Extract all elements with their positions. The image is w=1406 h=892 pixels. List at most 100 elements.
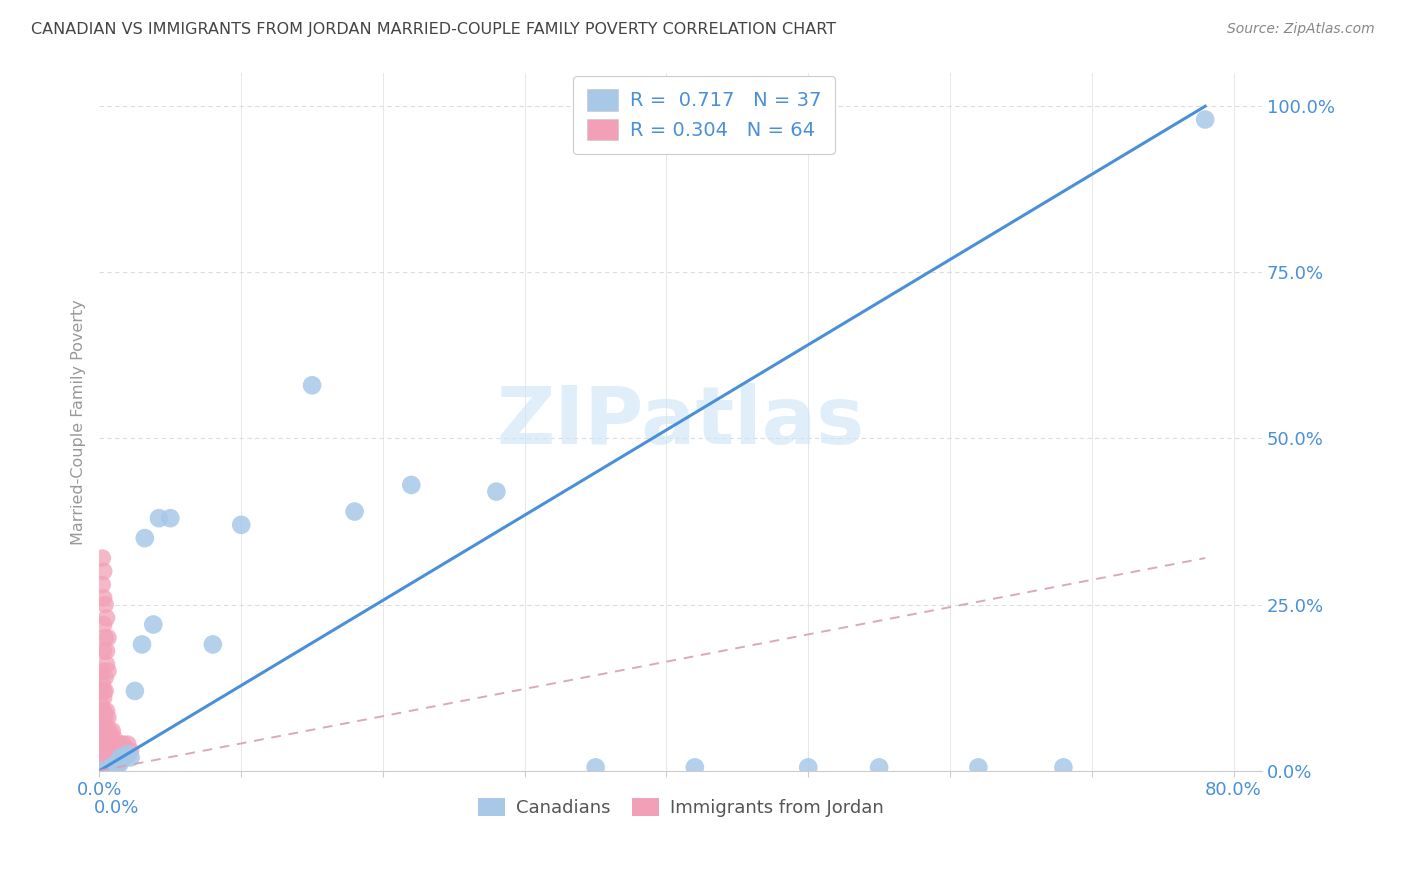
Point xyxy=(124,684,146,698)
Point xyxy=(90,684,112,698)
Point xyxy=(105,750,128,764)
Point xyxy=(100,757,122,772)
Point xyxy=(98,723,121,738)
Point xyxy=(94,598,117,612)
Point xyxy=(103,757,125,772)
Point xyxy=(93,591,115,605)
Point xyxy=(93,704,115,718)
Point xyxy=(301,378,323,392)
Point xyxy=(108,744,131,758)
Point xyxy=(110,737,132,751)
Point xyxy=(94,757,117,772)
Point xyxy=(485,484,508,499)
Point xyxy=(93,764,115,778)
Point xyxy=(868,760,890,774)
Point xyxy=(107,737,129,751)
Point xyxy=(96,731,118,745)
Point xyxy=(94,717,117,731)
Point xyxy=(103,760,125,774)
Point xyxy=(97,737,120,751)
Point xyxy=(111,744,134,758)
Point xyxy=(91,577,114,591)
Point xyxy=(114,750,136,764)
Point xyxy=(96,644,118,658)
Point xyxy=(96,764,118,778)
Point xyxy=(97,631,120,645)
Point xyxy=(93,757,115,772)
Point xyxy=(107,757,129,772)
Point xyxy=(93,690,115,705)
Legend: Canadians, Immigrants from Jordan: Canadians, Immigrants from Jordan xyxy=(471,790,891,824)
Point xyxy=(97,764,120,778)
Point xyxy=(97,757,120,772)
Point xyxy=(343,504,366,518)
Point xyxy=(93,617,115,632)
Point xyxy=(90,764,112,778)
Point xyxy=(94,744,117,758)
Point xyxy=(134,531,156,545)
Text: CANADIAN VS IMMIGRANTS FROM JORDAN MARRIED-COUPLE FAMILY POVERTY CORRELATION CHA: CANADIAN VS IMMIGRANTS FROM JORDAN MARRI… xyxy=(31,22,837,37)
Point xyxy=(231,517,253,532)
Point xyxy=(97,664,120,678)
Point xyxy=(96,750,118,764)
Point xyxy=(101,750,124,764)
Point xyxy=(117,737,139,751)
Point xyxy=(112,737,135,751)
Point xyxy=(91,737,114,751)
Point xyxy=(131,637,153,651)
Point xyxy=(967,760,990,774)
Point xyxy=(90,710,112,724)
Point xyxy=(120,750,142,764)
Point xyxy=(96,611,118,625)
Point xyxy=(93,723,115,738)
Point xyxy=(201,637,224,651)
Point xyxy=(101,723,124,738)
Point xyxy=(90,698,112,712)
Point xyxy=(91,764,114,778)
Point xyxy=(1194,112,1216,127)
Point xyxy=(97,710,120,724)
Point xyxy=(104,757,127,772)
Point xyxy=(91,764,114,778)
Point xyxy=(93,684,115,698)
Point xyxy=(91,551,114,566)
Point xyxy=(96,704,118,718)
Point xyxy=(93,744,115,758)
Point xyxy=(1052,760,1074,774)
Point xyxy=(94,710,117,724)
Point xyxy=(101,760,124,774)
Point xyxy=(93,644,115,658)
Point xyxy=(103,731,125,745)
Point xyxy=(117,747,139,761)
Y-axis label: Married-Couple Family Poverty: Married-Couple Family Poverty xyxy=(72,299,86,545)
Point xyxy=(114,744,136,758)
Point xyxy=(585,760,607,774)
Point xyxy=(98,764,121,778)
Point xyxy=(148,511,170,525)
Point xyxy=(91,677,114,691)
Point xyxy=(111,750,134,764)
Point xyxy=(105,757,128,772)
Point xyxy=(91,717,114,731)
Point xyxy=(96,723,118,738)
Point xyxy=(142,617,165,632)
Point xyxy=(91,664,114,678)
Text: 0.0%: 0.0% xyxy=(94,798,139,816)
Point xyxy=(98,750,121,764)
Point xyxy=(100,731,122,745)
Point xyxy=(110,750,132,764)
Point xyxy=(96,657,118,672)
Point xyxy=(90,750,112,764)
Point xyxy=(401,478,423,492)
Point xyxy=(108,757,131,772)
Point xyxy=(90,731,112,745)
Point xyxy=(93,764,115,778)
Point xyxy=(94,631,117,645)
Point xyxy=(91,704,114,718)
Point xyxy=(94,671,117,685)
Point xyxy=(94,764,117,778)
Point xyxy=(94,684,117,698)
Point xyxy=(100,760,122,774)
Point xyxy=(91,750,114,764)
Text: ZIPatlas: ZIPatlas xyxy=(496,383,865,461)
